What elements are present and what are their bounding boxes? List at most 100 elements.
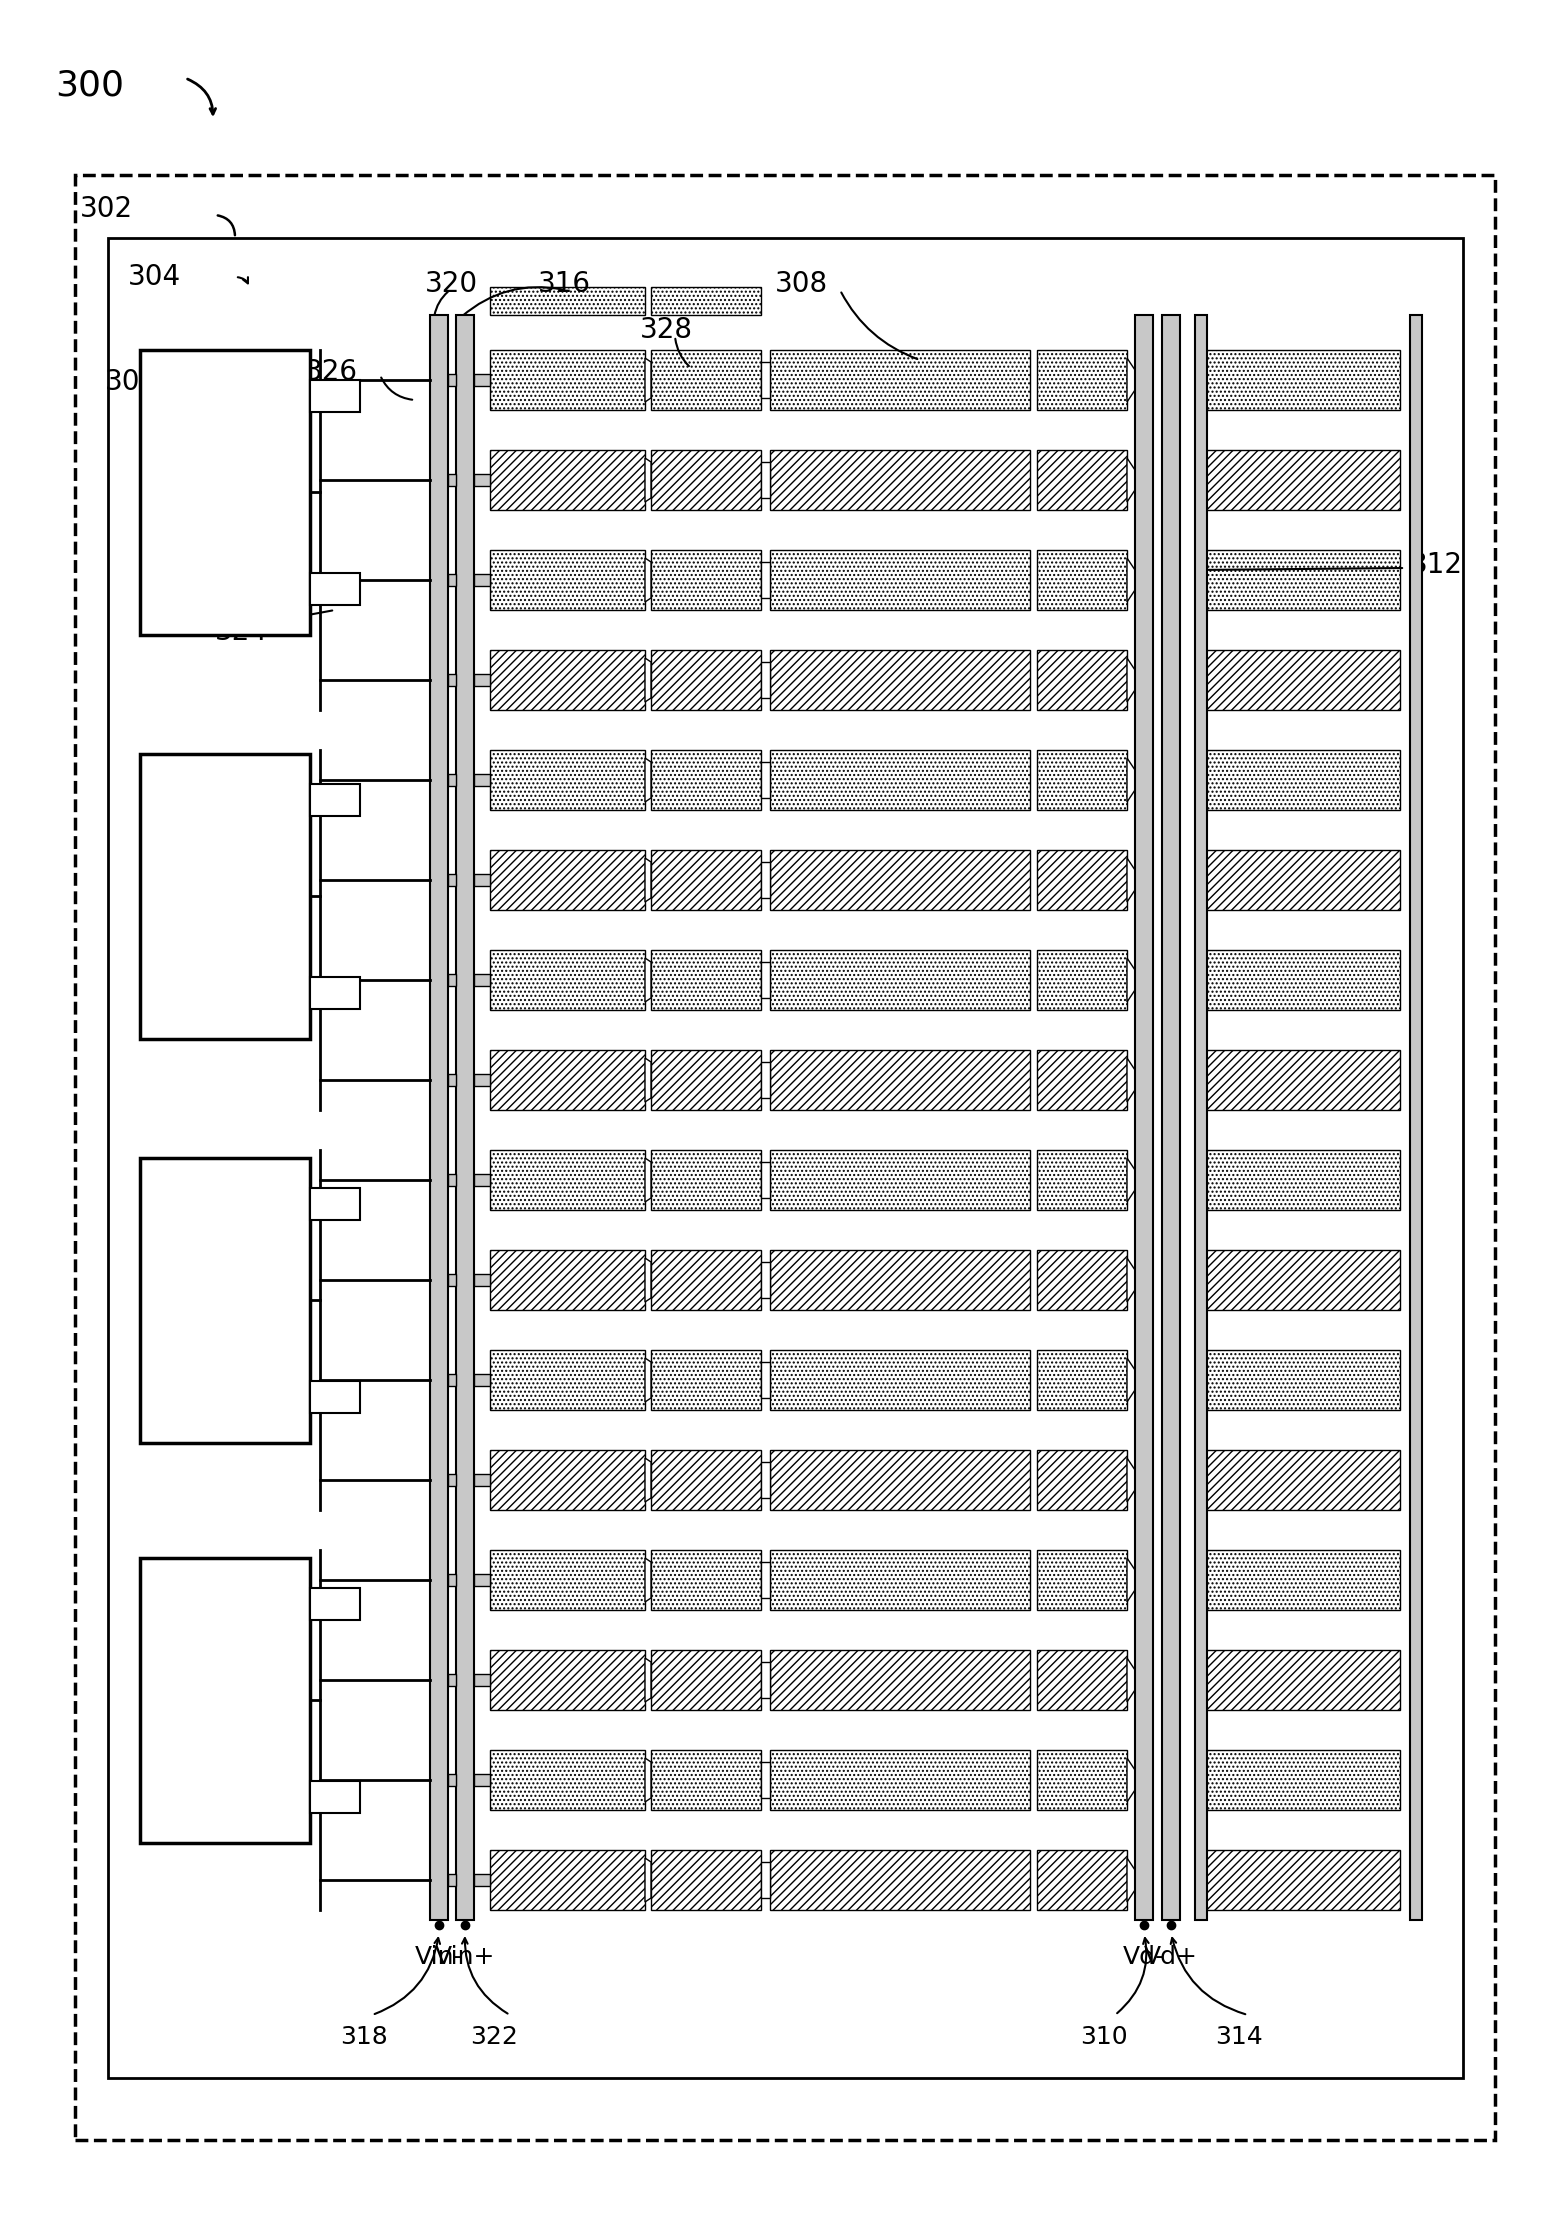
Bar [1195, 551, 1400, 611]
Text: 324: 324 [215, 618, 269, 647]
Bar [310, 978, 360, 1009]
Bar [1195, 1551, 1400, 1609]
Text: 318: 318 [340, 2025, 388, 2050]
Text: 322: 322 [469, 2025, 517, 2050]
Polygon shape [645, 857, 652, 902]
Bar [448, 1074, 455, 1085]
Bar [474, 1674, 489, 1685]
Bar [489, 850, 645, 911]
Bar [141, 754, 310, 1038]
Bar [1038, 850, 1127, 911]
Bar [474, 1873, 489, 1887]
Bar [474, 875, 489, 886]
Text: 326: 326 [306, 358, 358, 385]
Bar [489, 1050, 645, 1110]
Bar [1038, 1150, 1127, 1211]
Bar [1195, 949, 1400, 1009]
Polygon shape [645, 1457, 652, 1502]
Polygon shape [761, 1063, 770, 1099]
Bar [652, 1649, 761, 1710]
Bar [652, 1150, 761, 1211]
Bar [448, 573, 455, 586]
Polygon shape [645, 1258, 652, 1303]
Text: 316: 316 [537, 271, 591, 298]
Bar [448, 774, 455, 786]
Bar [474, 1775, 489, 1786]
Bar [448, 1273, 455, 1287]
Bar [1038, 1551, 1127, 1609]
Bar [310, 783, 360, 817]
Bar [770, 649, 1030, 709]
Bar [474, 374, 489, 385]
Bar [1038, 1750, 1127, 1811]
Bar [489, 1450, 645, 1511]
Bar [770, 1251, 1030, 1309]
Polygon shape [645, 1658, 652, 1703]
Bar [489, 1750, 645, 1811]
Polygon shape [1127, 1759, 1135, 1802]
Polygon shape [1127, 1457, 1135, 1502]
Bar [770, 1851, 1030, 1909]
Bar [448, 1775, 455, 1786]
Bar [310, 380, 360, 412]
Bar [455, 316, 474, 1920]
Bar [652, 1350, 761, 1410]
Polygon shape [645, 358, 652, 403]
Text: Vd-: Vd- [1122, 1945, 1166, 1969]
Bar [1195, 1350, 1400, 1410]
Polygon shape [645, 658, 652, 703]
Bar [448, 875, 455, 886]
Bar [448, 1175, 455, 1186]
Bar [1195, 349, 1400, 410]
Bar [1195, 850, 1400, 911]
Bar [652, 349, 761, 410]
Bar [474, 974, 489, 987]
Bar [770, 949, 1030, 1009]
Bar [770, 551, 1030, 611]
Text: 300: 300 [56, 67, 124, 103]
Text: 320: 320 [425, 271, 479, 298]
Polygon shape [1127, 459, 1135, 501]
Bar [652, 1551, 761, 1609]
Text: 314: 314 [1215, 2025, 1263, 2050]
Bar [310, 1781, 360, 1813]
Bar [448, 474, 455, 486]
Bar [489, 1350, 645, 1410]
Bar [489, 1150, 645, 1211]
Bar [770, 1050, 1030, 1110]
Bar [770, 1450, 1030, 1511]
Polygon shape [761, 363, 770, 398]
Bar [770, 349, 1030, 410]
Bar [1038, 750, 1127, 810]
Polygon shape [645, 1157, 652, 1202]
Bar [1038, 1851, 1127, 1909]
Bar [1163, 316, 1180, 1920]
Bar [1195, 1150, 1400, 1211]
Bar [141, 1558, 310, 1844]
Bar [310, 1381, 360, 1412]
Polygon shape [1127, 759, 1135, 801]
Polygon shape [1127, 1258, 1135, 1303]
Bar [448, 1873, 455, 1887]
Bar [1195, 316, 1207, 1920]
Polygon shape [761, 1461, 770, 1497]
Bar [1195, 1450, 1400, 1511]
Polygon shape [1127, 1358, 1135, 1401]
Bar [770, 450, 1030, 510]
Polygon shape [645, 759, 652, 801]
Bar [652, 850, 761, 911]
Bar [489, 1851, 645, 1909]
Bar [474, 1074, 489, 1085]
Bar [1195, 1649, 1400, 1710]
Bar [1038, 1350, 1127, 1410]
Bar [448, 1475, 455, 1486]
Polygon shape [761, 1663, 770, 1699]
Bar [652, 1050, 761, 1110]
Bar [652, 1851, 761, 1909]
Bar [489, 949, 645, 1009]
Bar [1195, 1050, 1400, 1110]
Bar [652, 1750, 761, 1811]
Polygon shape [761, 562, 770, 598]
Bar [1038, 649, 1127, 709]
Text: 328: 328 [641, 316, 693, 345]
